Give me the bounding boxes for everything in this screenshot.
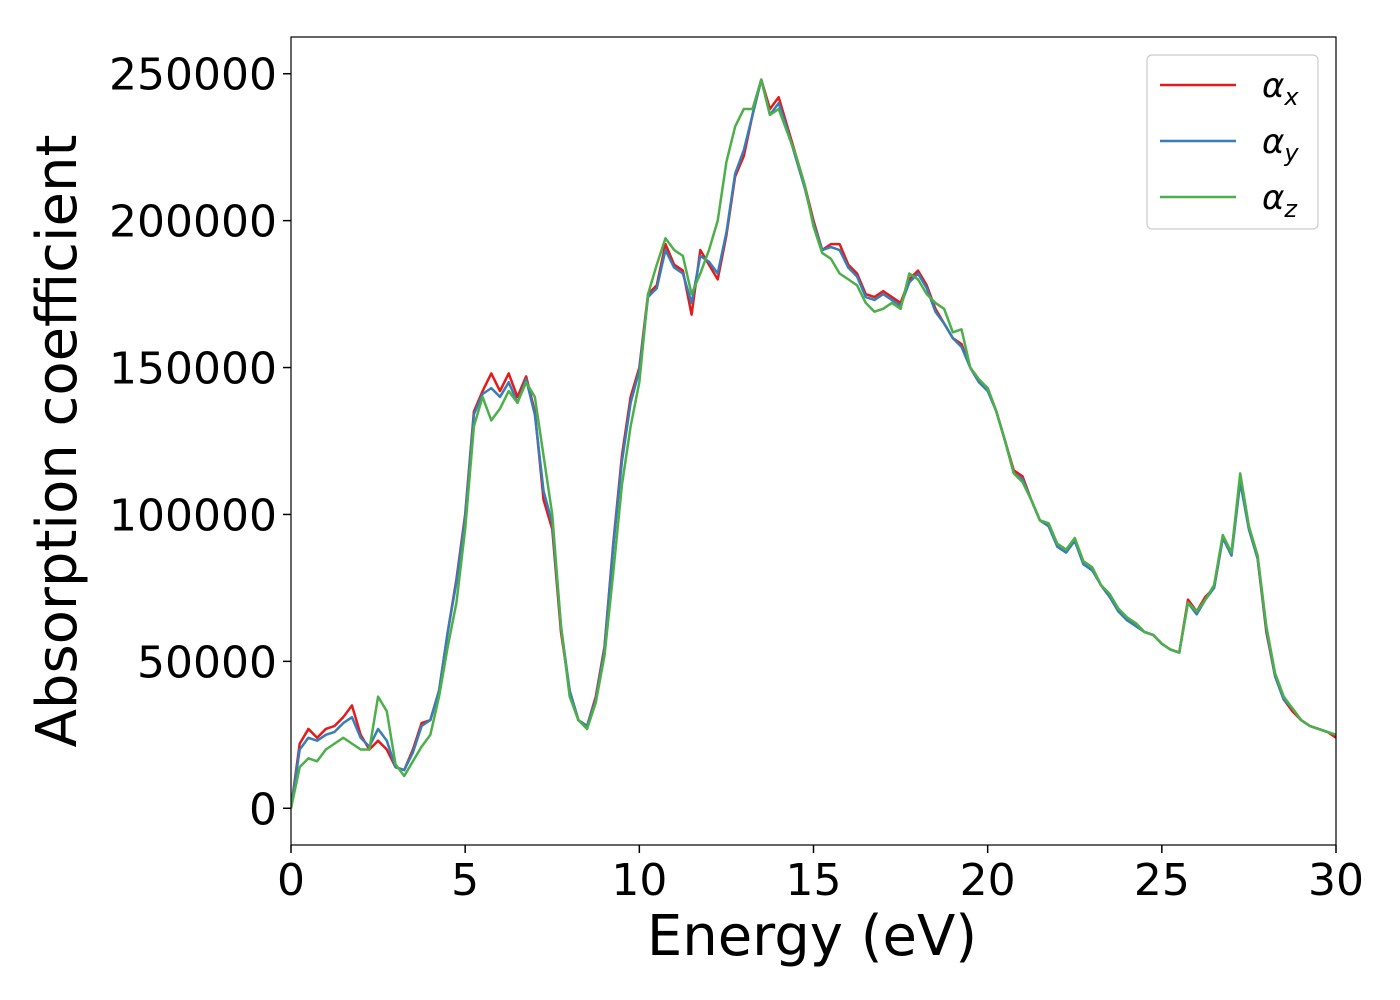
- y-axis-label: Absorption coefficient: [25, 135, 90, 748]
- y-tick-label: 50000: [137, 637, 277, 688]
- legend-label: αz: [1262, 178, 1298, 223]
- y-tick-label: 0: [249, 784, 277, 835]
- series-line: [291, 78, 1336, 809]
- x-tick-label: 25: [1134, 855, 1190, 906]
- y-tick-label: 250000: [109, 50, 277, 101]
- legend-label: αx: [1262, 66, 1299, 111]
- x-axis-label: Energy (eV): [647, 904, 977, 969]
- x-tick-label: 20: [960, 855, 1016, 906]
- x-tick-label: 15: [786, 855, 842, 906]
- plot-frame: [290, 36, 1337, 846]
- x-tick-label: 5: [451, 855, 479, 906]
- y-tick-label: 150000: [109, 344, 277, 395]
- x-tick-label: 0: [277, 855, 305, 906]
- x-tick-label: 10: [611, 855, 667, 906]
- y-tick-label: 200000: [109, 197, 277, 248]
- legend-label: αy: [1262, 122, 1299, 167]
- y-tick-label: 100000: [109, 490, 277, 541]
- x-tick-label: 30: [1308, 855, 1364, 906]
- legend: αx αy αz: [1146, 54, 1319, 230]
